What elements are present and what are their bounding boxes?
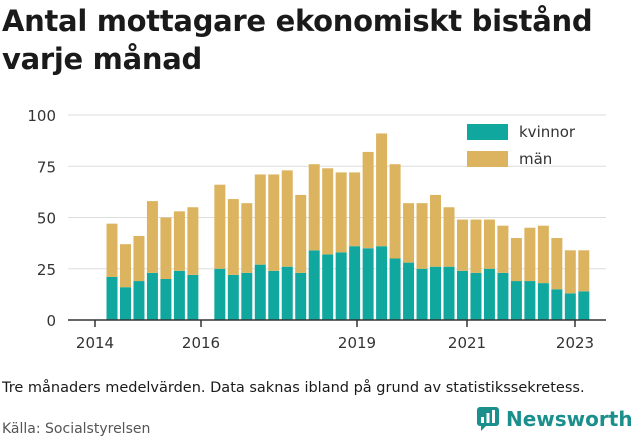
bar-man <box>456 219 468 271</box>
bar-kvinnor <box>416 268 428 320</box>
bar-man <box>524 227 536 282</box>
bar-man <box>430 194 442 267</box>
bar-kvinnor <box>510 281 522 320</box>
bar-kvinnor <box>524 281 536 320</box>
bar-kvinnor <box>564 293 576 320</box>
bars <box>106 133 590 320</box>
bar-man <box>227 199 239 275</box>
bar-man <box>416 203 428 269</box>
bar-kvinnor <box>268 270 280 320</box>
bar-kvinnor <box>308 250 320 320</box>
bar-kvinnor <box>173 270 185 320</box>
bar-man <box>537 225 549 284</box>
bar-kvinnor <box>456 270 468 320</box>
bar-man <box>308 164 320 251</box>
bar-kvinnor <box>227 274 239 320</box>
bar-kvinnor <box>322 254 334 320</box>
x-tick-label: 2016 <box>182 334 220 352</box>
legend: kvinnor män <box>456 122 596 168</box>
x-tick-label: 2014 <box>76 334 114 352</box>
bar-man <box>403 203 415 263</box>
bar-kvinnor <box>160 279 172 320</box>
bar-man <box>133 235 145 282</box>
x-tick-label: 2021 <box>448 334 486 352</box>
bar-kvinnor <box>106 276 118 320</box>
bar-man <box>281 170 293 267</box>
bar-kvinnor <box>295 272 307 320</box>
bar-kvinnor <box>537 283 549 320</box>
footnote: Tre månaders medelvärden. Data saknas ib… <box>2 380 585 396</box>
y-axis-ticks: 0 25 50 75 100 <box>27 107 56 330</box>
y-tick-label: 0 <box>46 312 56 330</box>
bar-man <box>443 207 455 267</box>
x-axis: 2014 2016 2019 2021 2023 <box>68 319 606 352</box>
legend-label: kvinnor <box>519 123 576 141</box>
bar-man <box>376 133 388 247</box>
bar-man <box>362 151 374 249</box>
brand-name: Newsworthy <box>506 407 631 431</box>
bar-kvinnor <box>281 266 293 320</box>
y-tick-label: 25 <box>37 261 56 279</box>
y-tick-label: 50 <box>37 210 56 228</box>
stacked-bar-chart: 0 25 50 75 100 2014 2016 2019 2021 2023 kvinnor m… <box>27 107 606 352</box>
bar-man <box>241 203 253 273</box>
bar-kvinnor <box>389 258 401 320</box>
bar-man <box>349 172 361 247</box>
bar-kvinnor <box>430 266 442 320</box>
bar-kvinnor <box>578 291 590 320</box>
bar-kvinnor <box>349 246 361 320</box>
bar-kvinnor <box>254 264 266 320</box>
bar-kvinnor <box>133 281 145 320</box>
bar-kvinnor <box>335 252 347 320</box>
newsworthy-logo-icon <box>477 407 499 431</box>
newsworthy-brand[interactable]: Newsworthy <box>476 406 631 432</box>
bar-kvinnor <box>214 268 226 320</box>
bar-kvinnor <box>119 287 131 320</box>
bar-man <box>295 194 307 273</box>
bar-man <box>119 244 131 288</box>
source-label: Källa: Socialstyrelsen <box>2 421 151 437</box>
bar-man <box>551 238 563 290</box>
bar-kvinnor <box>551 289 563 320</box>
legend-label: män <box>519 150 552 168</box>
legend-swatch <box>467 124 508 140</box>
bar-kvinnor <box>362 248 374 320</box>
bar-man <box>214 184 226 269</box>
bar-man <box>483 219 495 269</box>
bar-man <box>187 207 199 275</box>
y-tick-label: 100 <box>27 107 56 125</box>
bar-kvinnor <box>187 274 199 320</box>
bar-man <box>578 250 590 292</box>
y-tick-label: 75 <box>37 158 56 176</box>
x-tick-label: 2019 <box>338 334 376 352</box>
bar-man <box>173 211 185 271</box>
bar-kvinnor <box>443 266 455 320</box>
bar-man <box>106 223 118 277</box>
bar-kvinnor <box>403 262 415 320</box>
legend-swatch <box>467 151 508 167</box>
bar-kvinnor <box>241 272 253 320</box>
bar-kvinnor <box>483 268 495 320</box>
bar-man <box>497 225 509 273</box>
bar-kvinnor <box>470 272 482 320</box>
bar-man <box>564 250 576 294</box>
bar-man <box>470 219 482 273</box>
bar-kvinnor <box>497 272 509 320</box>
bar-man <box>254 174 266 265</box>
chart-title: Antal mottagare ekonomiskt bistånd varje… <box>2 4 593 76</box>
bar-man <box>322 168 334 255</box>
bar-man <box>160 217 172 279</box>
bar-man <box>510 238 522 282</box>
bar-man <box>335 172 347 253</box>
bar-kvinnor <box>146 272 158 320</box>
x-tick-label: 2023 <box>556 334 594 352</box>
bar-man <box>146 201 158 273</box>
bar-kvinnor <box>376 246 388 320</box>
bar-man <box>268 174 280 271</box>
bar-man <box>389 164 401 259</box>
